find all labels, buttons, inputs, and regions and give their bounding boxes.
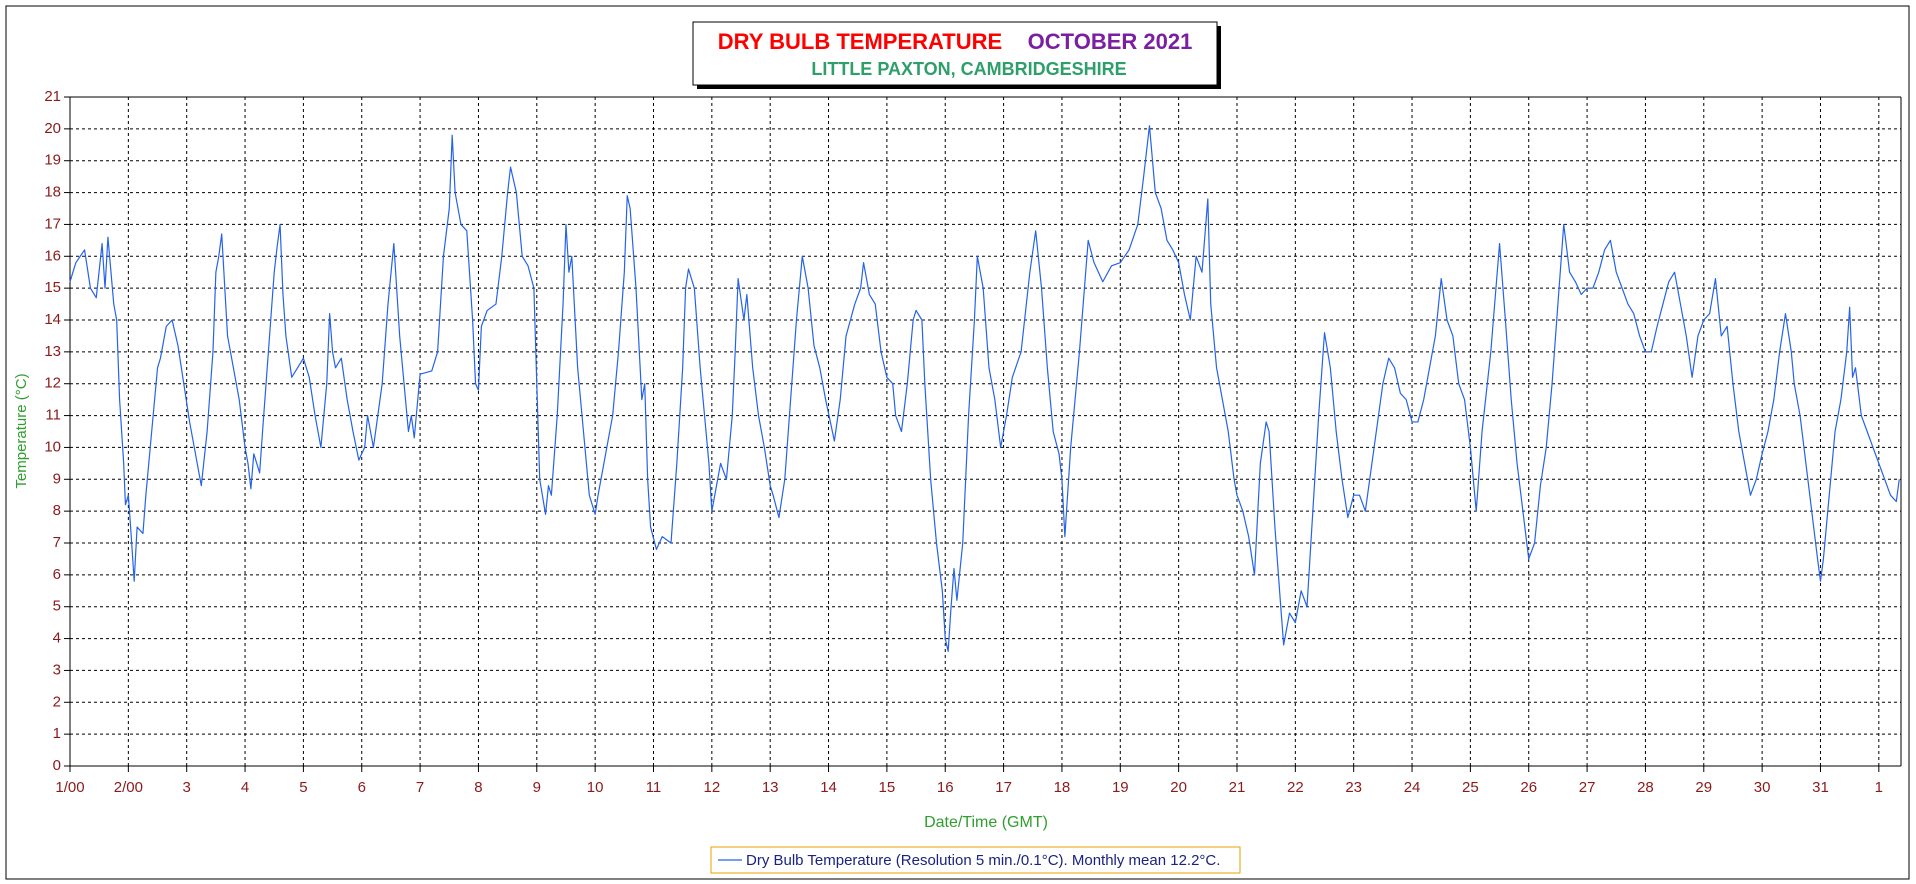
y-tick-label: 0 [53,757,61,774]
y-tick-label: 19 [44,152,61,169]
y-tick-label: 11 [45,407,61,424]
x-axis-label: Date/Time (GMT) [924,814,1048,831]
x-tick-label: 5 [299,779,307,796]
y-tick-label: 17 [44,215,61,232]
y-tick-label: 21 [44,88,61,105]
plot-area [70,97,1901,766]
x-tick-label: 8 [474,779,482,796]
x-tick-label: 30 [1754,779,1771,796]
x-tick-label: 20 [1170,779,1187,796]
x-tick-label: 21 [1229,779,1246,796]
y-tick-label: 14 [44,311,61,328]
y-tick-label: 7 [53,534,61,551]
x-tick-label: 10 [587,779,604,796]
y-tick-label: 8 [53,502,61,519]
x-tick-label: 13 [762,779,779,796]
y-tick-label: 12 [44,375,61,392]
title-box [692,21,1218,86]
legend-box [710,846,1241,874]
x-tick-label: 18 [1054,779,1071,796]
y-tick-label: 5 [53,598,61,615]
chart-subtitle: LITTLE PAXTON, CAMBRIDGESHIRE [811,59,1126,79]
y-tick-label: 4 [53,630,61,647]
legend-label: Dry Bulb Temperature (Resolution 5 min./… [746,852,1220,869]
x-tick-label: 29 [1695,779,1712,796]
x-tick-label: 24 [1404,779,1421,796]
x-tick-label: 23 [1345,779,1362,796]
x-tick-label: 2/00 [114,779,143,796]
x-tick-label: 28 [1637,779,1654,796]
y-tick-label: 9 [53,470,61,487]
chart-title: DRY BULB TEMPERATURE [718,29,1002,54]
x-tick-label: 1/00 [55,779,84,796]
x-tick-label: 26 [1520,779,1537,796]
y-tick-label: 3 [53,661,61,678]
y-tick-label: 18 [44,184,61,201]
x-tick-label: 27 [1579,779,1596,796]
y-tick-label: 2 [53,693,61,710]
chart-title-month: OCTOBER 2021 [1028,29,1193,54]
data-line [69,125,1900,652]
x-tick-label: 4 [241,779,249,796]
y-axis-label: Temperature (°C) [13,373,30,488]
x-tick-label: 31 [1812,779,1829,796]
x-tick-label: 17 [995,779,1012,796]
y-tick-label: 10 [44,438,61,455]
x-tick-label: 11 [646,779,662,796]
x-tick-label: 15 [879,779,896,796]
y-tick-label: 15 [44,279,61,296]
y-tick-label: 20 [44,120,61,137]
x-tick-label: 16 [937,779,954,796]
y-tick-label: 1 [53,725,61,742]
x-tick-label: 14 [820,779,837,796]
x-tick-label: 6 [358,779,366,796]
y-tick-label: 13 [44,343,61,360]
y-tick-label: 16 [44,247,61,264]
x-tick-label: 19 [1112,779,1129,796]
x-tick-label: 1 [1875,779,1883,796]
x-tick-label: 9 [533,779,541,796]
x-tick-label: 22 [1287,779,1304,796]
y-tick-label: 6 [53,566,61,583]
x-tick-label: 12 [703,779,720,796]
x-tick-label: 3 [183,779,191,796]
x-tick-label: 25 [1462,779,1479,796]
x-tick-label: 7 [416,779,424,796]
